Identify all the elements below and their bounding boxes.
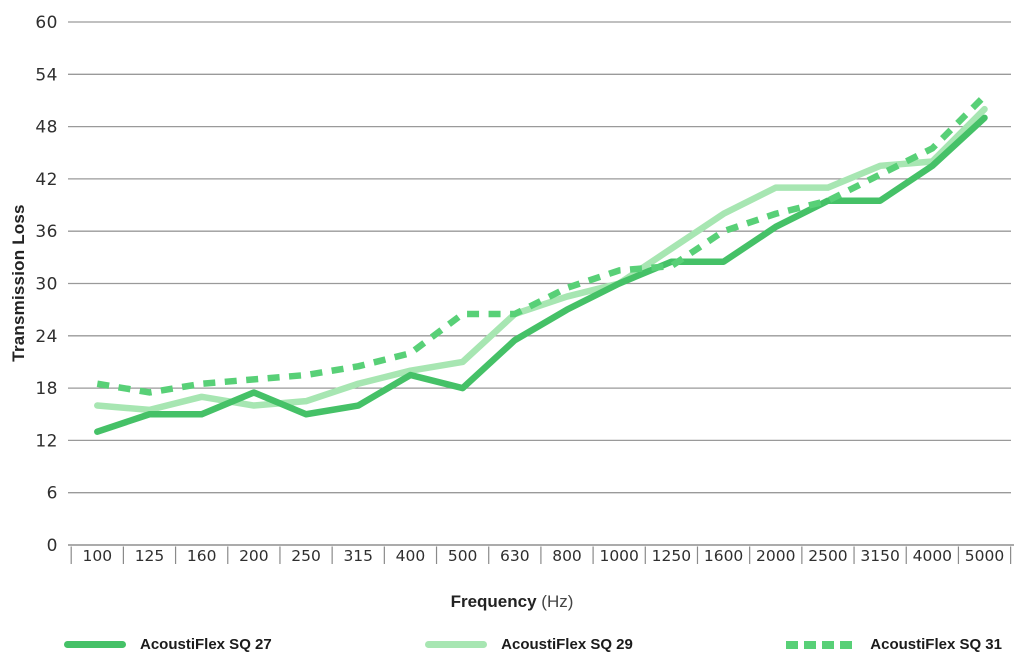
y-tick-label: 54 xyxy=(35,65,58,85)
y-tick-label: 48 xyxy=(35,118,58,138)
series-lines xyxy=(94,93,988,435)
x-tick-label: 5000 xyxy=(965,547,1004,565)
x-tick-label: 160 xyxy=(187,547,217,565)
legend-label: AcoustiFlex SQ 29 xyxy=(501,636,633,653)
x-tick-label: 1600 xyxy=(704,547,743,565)
x-tick-label: 250 xyxy=(291,547,321,565)
series-line-acoustiflex-sq-31 xyxy=(96,93,987,396)
x-tick-label: 1250 xyxy=(652,547,691,565)
y-tick-label: 30 xyxy=(35,274,58,294)
x-tick-label: 125 xyxy=(135,547,165,565)
y-tick-label: 12 xyxy=(35,431,58,451)
series-line-acoustiflex-sq-27 xyxy=(94,114,988,435)
legend-swatch-solid-icon xyxy=(64,641,126,648)
x-tick-label: 800 xyxy=(552,547,582,565)
legend-item-sq29: AcoustiFlex SQ 29 xyxy=(425,636,633,653)
x-tick-label: 315 xyxy=(343,547,373,565)
x-tick-label: 400 xyxy=(396,547,426,565)
x-axis-title: Frequency (Hz) xyxy=(0,592,1024,612)
x-tick-label: 100 xyxy=(82,547,112,565)
x-tick-label: 200 xyxy=(239,547,269,565)
legend-item-sq27: AcoustiFlex SQ 27 xyxy=(64,636,272,653)
x-axis-title-main: Frequency xyxy=(450,592,537,611)
x-tick-label: 3150 xyxy=(860,547,899,565)
x-tick-label: 4000 xyxy=(913,547,952,565)
y-gridlines xyxy=(68,21,1014,546)
y-tick-label: 24 xyxy=(35,327,58,347)
x-tick-label: 2500 xyxy=(808,547,847,565)
y-tick-label: 18 xyxy=(35,379,58,399)
y-axis-title: Transmission Loss xyxy=(9,204,28,362)
legend-swatch-dashed-icon xyxy=(786,640,856,649)
x-tick-labels: 100 125 160 200 250 315 400 500 630 800 1000 1250 16… xyxy=(82,547,1004,565)
x-tick-label: 2000 xyxy=(756,547,795,565)
y-tick-label: 6 xyxy=(47,484,58,504)
legend-label: AcoustiFlex SQ 27 xyxy=(140,636,272,653)
legend-swatch-solid-icon xyxy=(425,641,488,648)
x-tick-label: 1000 xyxy=(599,547,638,565)
legend-label: AcoustiFlex SQ 31 xyxy=(870,636,1002,653)
x-axis-title-unit-text: (Hz) xyxy=(541,592,574,611)
chart-legend: AcoustiFlex SQ 27 AcoustiFlex SQ 29 Acou… xyxy=(64,636,1002,653)
y-tick-label: 36 xyxy=(35,222,58,242)
x-tick-label: 630 xyxy=(500,547,530,565)
y-tick-label: 0 xyxy=(47,536,58,556)
y-tick-labels: 0 6 12 18 24 30 36 42 48 54 60 xyxy=(35,13,58,556)
legend-item-sq31: AcoustiFlex SQ 31 xyxy=(786,636,1002,653)
y-tick-label: 42 xyxy=(35,170,58,190)
line-chart-plot-area: 0 6 12 18 24 30 36 42 48 54 60 100 125 160 200 250 315 40… xyxy=(35,13,1014,565)
series-line-acoustiflex-sq-29 xyxy=(94,105,988,414)
x-ticks xyxy=(70,546,1012,564)
y-tick-label: 60 xyxy=(35,13,58,33)
x-tick-label: 500 xyxy=(448,547,478,565)
